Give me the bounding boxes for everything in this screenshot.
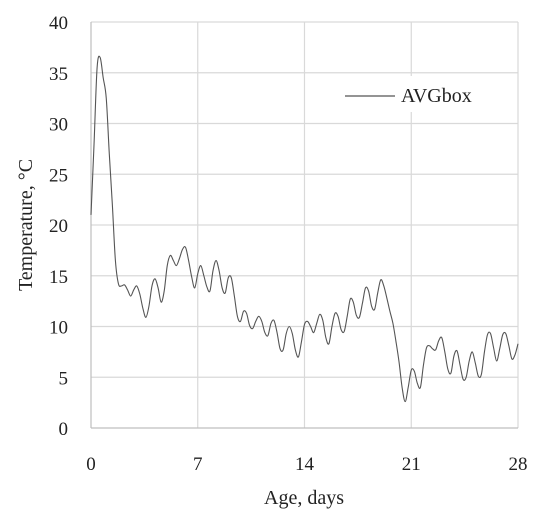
x-tick-labels: 0 7 14 21 28	[86, 454, 527, 475]
series-line	[90, 55, 519, 403]
y-tick-label: 10	[49, 318, 68, 339]
series-layer	[90, 55, 519, 403]
legend: AVGbox	[336, 76, 516, 112]
y-axis-title: Temperature, °C	[15, 159, 37, 291]
y-tick-labels: 0 5 10 15 20 25 30 35 40	[49, 13, 68, 440]
y-tick-label: 0	[59, 419, 69, 440]
y-tick-label: 15	[49, 267, 68, 288]
y-tick-label: 20	[49, 216, 68, 237]
legend-label: AVGbox	[401, 85, 472, 107]
y-tick-label: 25	[49, 165, 68, 186]
x-tick-label: 0	[86, 454, 96, 475]
y-tick-label: 35	[49, 64, 68, 85]
legend-background	[336, 76, 516, 112]
x-axis-title: Age, days	[264, 487, 344, 509]
x-tick-label: 21	[402, 454, 421, 475]
y-tick-label: 40	[49, 13, 68, 34]
y-tick-label: 30	[49, 115, 68, 136]
x-tick-label: 7	[193, 454, 203, 475]
y-tick-label: 5	[59, 368, 69, 389]
x-tick-label: 14	[295, 454, 315, 475]
x-tick-label: 28	[509, 454, 528, 475]
axes	[90, 22, 518, 429]
